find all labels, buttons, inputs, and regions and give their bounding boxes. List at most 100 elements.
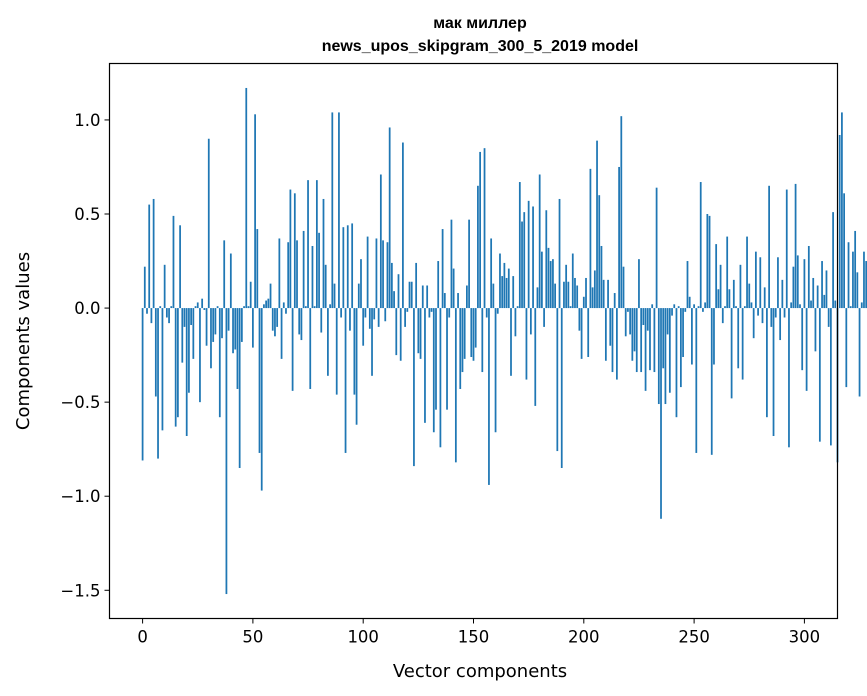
bar-component-195 <box>571 253 574 309</box>
bar-component-85 <box>329 304 331 309</box>
bar-component-146 <box>463 308 466 359</box>
bar-component-303 <box>810 300 812 309</box>
bar-component-294 <box>790 302 793 309</box>
bar-component-174 <box>525 308 528 380</box>
x-axis-label: Vector components <box>393 661 567 682</box>
bar-component-81 <box>320 308 323 333</box>
bar-component-63 <box>280 308 283 359</box>
bar-component-287 <box>774 308 777 318</box>
plot-frame <box>108 62 839 620</box>
bar-component-121 <box>408 281 411 309</box>
bar-component-64 <box>282 302 285 309</box>
bar-component-149 <box>470 308 473 357</box>
bar-component-323 <box>854 230 857 309</box>
bar-component-183 <box>545 210 548 309</box>
bar-component-27 <box>201 298 204 309</box>
bar-component-42 <box>234 308 237 350</box>
bar-component-115 <box>395 308 398 356</box>
bar-component-182 <box>543 308 545 327</box>
bar-component-135 <box>439 308 442 448</box>
bar-component-143 <box>457 293 459 309</box>
bar-component-138 <box>446 308 448 410</box>
bar-component-75 <box>307 180 309 309</box>
bar-component-248 <box>688 296 691 309</box>
bar-component-162 <box>499 253 501 309</box>
bar-component-245 <box>682 308 684 357</box>
bar-component-59 <box>271 308 274 331</box>
bar-component-155 <box>483 148 486 309</box>
y-tick-label: 0.0 <box>74 299 100 318</box>
bar-component-5 <box>152 198 155 309</box>
bar-component-241 <box>673 304 676 309</box>
bar-component-205 <box>593 270 596 309</box>
bar-component-299 <box>801 308 804 371</box>
bar-component-67 <box>289 189 292 309</box>
bar-component-83 <box>324 264 327 309</box>
x-axis-ticks: 0 50 100 150 200 250 300 <box>137 618 820 647</box>
bar-component-304 <box>812 277 815 309</box>
bar-component-283 <box>766 308 768 418</box>
bar-component-91 <box>342 227 345 309</box>
bar-component-223 <box>633 308 636 352</box>
bar-component-28 <box>203 308 206 310</box>
y-tick-label: 1.0 <box>74 111 100 130</box>
bar-component-163 <box>501 276 504 309</box>
x-tick-label: 200 <box>568 628 600 647</box>
bar-component-62 <box>278 238 281 309</box>
bar-component-53 <box>258 308 261 453</box>
bar-component-105 <box>373 308 376 320</box>
bar-component-220 <box>627 308 629 312</box>
bar-component-11 <box>165 308 168 318</box>
y-tick-label: −1.0 <box>60 487 100 506</box>
bar-component-38 <box>225 308 228 595</box>
bar-component-252 <box>697 306 700 309</box>
bar-component-216 <box>618 166 620 309</box>
bar-component-124 <box>415 262 418 309</box>
bar-component-221 <box>629 308 632 335</box>
bar-component-90 <box>340 308 343 318</box>
bar-component-196 <box>574 277 576 309</box>
bar-component-103 <box>368 308 371 329</box>
bar-component-181 <box>541 251 543 309</box>
bar-component-0 <box>141 308 144 461</box>
bar-component-98 <box>357 283 360 309</box>
bar-component-141 <box>452 268 455 309</box>
bar-component-161 <box>496 308 499 314</box>
bar-component-275 <box>748 283 751 309</box>
bar-component-96 <box>353 308 356 395</box>
bar-component-272 <box>741 308 744 380</box>
bar-component-45 <box>240 308 243 342</box>
bar-component-240 <box>671 308 673 316</box>
bar-component-29 <box>205 308 208 346</box>
bar-component-140 <box>450 219 453 309</box>
bar-component-33 <box>214 308 217 335</box>
bar-component-191 <box>563 281 565 309</box>
bar-component-116 <box>397 274 400 309</box>
bar-component-211 <box>607 279 609 309</box>
bar-component-55 <box>263 304 265 309</box>
bar-component-1 <box>143 266 146 309</box>
bar-component-153 <box>479 151 481 309</box>
bar-component-313 <box>832 212 834 309</box>
bar-component-302 <box>807 245 810 309</box>
bar-component-277 <box>752 308 755 339</box>
bar-component-166 <box>507 268 510 309</box>
bar-component-173 <box>523 212 526 309</box>
bar-component-321 <box>849 306 852 309</box>
bar-component-270 <box>737 308 740 369</box>
bar-component-256 <box>706 214 709 309</box>
bar-component-89 <box>338 112 340 309</box>
bar-component-114 <box>393 291 395 309</box>
bar-component-314 <box>834 300 837 309</box>
bar-component-86 <box>331 112 334 309</box>
bar-component-180 <box>538 174 541 309</box>
bar-component-54 <box>260 308 263 491</box>
bar-component-40 <box>229 253 232 309</box>
bar-component-128 <box>424 308 426 423</box>
bar-component-201 <box>585 277 587 309</box>
bar-component-260 <box>715 244 718 309</box>
bar-component-176 <box>529 308 532 335</box>
x-tick-label: 250 <box>678 628 710 647</box>
bar-component-268 <box>732 279 735 309</box>
bar-component-127 <box>421 285 424 309</box>
